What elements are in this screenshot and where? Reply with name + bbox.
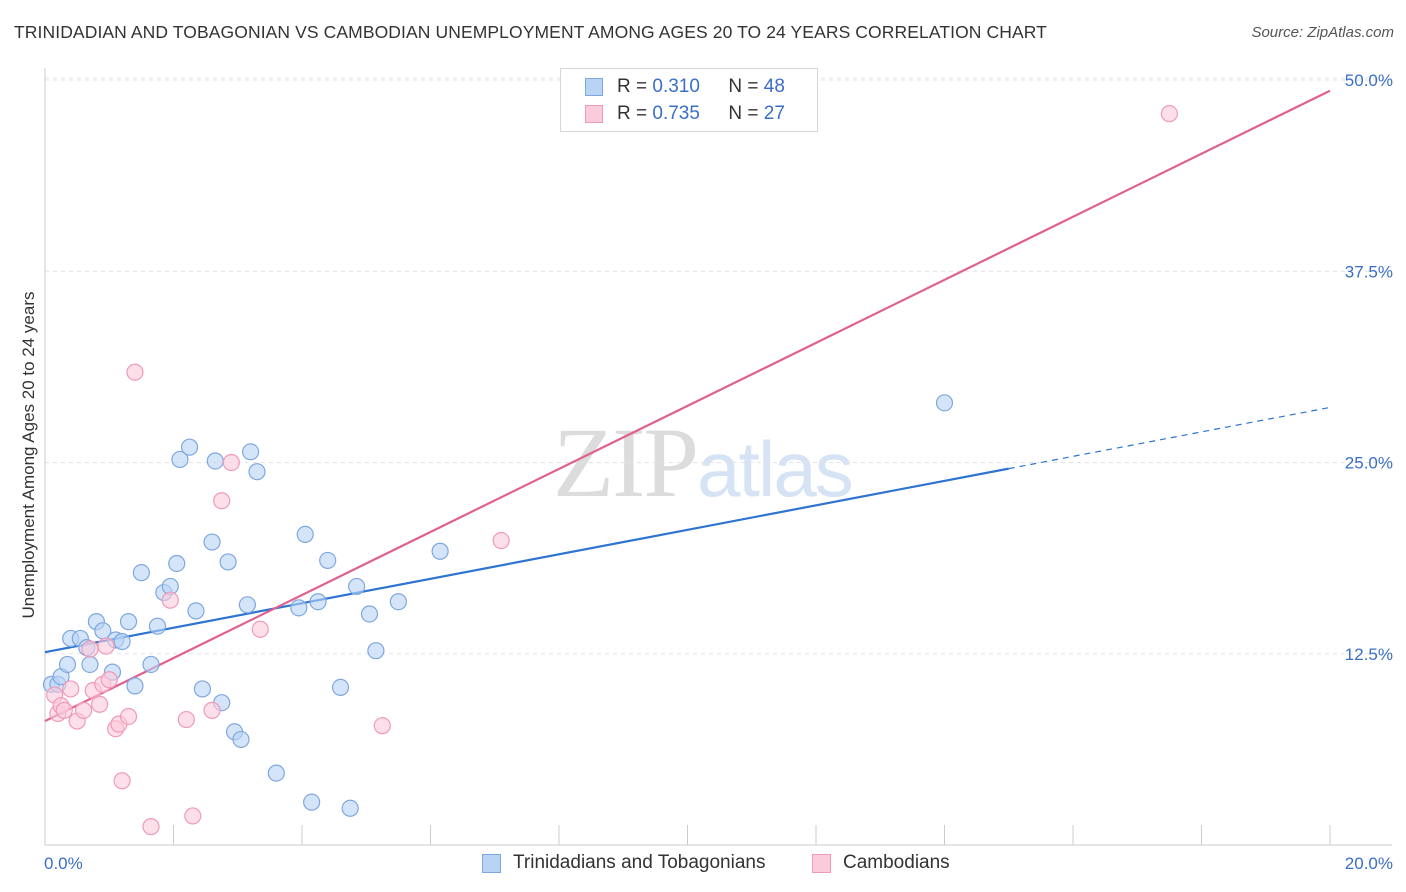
legend-swatch-cambodian: [812, 853, 831, 873]
trend-line-trinidadian-extension: [1008, 406, 1331, 470]
point-trinidadian: [348, 577, 366, 596]
point-trinidadian: [267, 764, 285, 782]
point-trinidadian: [168, 554, 186, 573]
legend-r-label: R =: [617, 103, 648, 124]
point-cambodian: [373, 717, 391, 735]
point-trinidadian: [126, 677, 144, 695]
point-trinidadian: [81, 655, 99, 674]
point-trinidadian: [58, 655, 77, 674]
y-tick-label: 25.0%: [1345, 454, 1393, 473]
point-trinidadian: [180, 438, 199, 456]
legend-row-cambodian: R = 0.735 N = 27: [585, 102, 785, 126]
point-trinidadian: [219, 553, 237, 571]
point-trinidadian: [431, 542, 449, 560]
point-trinidadian: [935, 394, 954, 412]
trend-lines: [44, 89, 1331, 723]
legend-n-label: N =: [728, 103, 759, 124]
point-cambodian: [97, 637, 115, 655]
y-tick-label: 12.5%: [1345, 645, 1393, 664]
legend-n-label: N =: [728, 76, 759, 97]
legend-swatch-cambodian: [585, 105, 603, 123]
point-cambodian: [74, 701, 93, 719]
legend-label-trinidadian: Trinidadians and Tobagonians: [513, 852, 766, 873]
axes: [44, 68, 1392, 846]
point-trinidadian: [248, 463, 266, 481]
x-tick-label: 0.0%: [44, 854, 83, 873]
legend-swatch-trinidadian: [585, 78, 603, 96]
point-cambodian: [184, 807, 202, 825]
point-trinidadian: [360, 605, 379, 623]
point-cambodian: [91, 695, 109, 713]
legend-row-trinidadian: R = 0.310 N = 48: [585, 75, 785, 99]
stats-legend: R = 0.310 N = 48 R = 0.735 N = 27: [560, 68, 818, 132]
x-tick-label: 20.0%: [1345, 854, 1393, 873]
point-trinidadian: [290, 599, 308, 617]
point-trinidadian: [319, 551, 337, 570]
point-trinidadian: [341, 799, 359, 817]
point-trinidadian: [303, 793, 321, 811]
legend-r-label: R =: [617, 76, 648, 97]
data-points: [42, 105, 1178, 836]
point-trinidadian: [119, 613, 138, 631]
grid-lines: [45, 77, 1392, 655]
legend-n-value: 48: [763, 76, 785, 97]
point-cambodian: [213, 492, 231, 510]
point-cambodian: [100, 671, 118, 689]
legend-item-cambodian[interactable]: Cambodians: [812, 852, 950, 874]
point-trinidadian: [242, 443, 260, 461]
series-legend: Trinidadians and Tobagonians Cambodians: [0, 852, 1406, 878]
point-cambodian: [55, 701, 73, 719]
point-cambodian: [113, 772, 131, 790]
point-cambodian: [177, 710, 195, 729]
legend-item-trinidadian[interactable]: Trinidadians and Tobagonians: [482, 852, 765, 874]
point-trinidadian: [148, 617, 167, 635]
point-cambodian: [81, 640, 99, 658]
point-cambodian: [161, 591, 179, 609]
y-axis-label: Unemployment Among Ages 20 to 24 years: [19, 291, 38, 619]
point-cambodian: [1160, 105, 1178, 123]
tick-labels: 12.5% 25.0% 37.5% 50.0% 0.0% 20.0%: [44, 71, 1393, 873]
y-tick-label: 37.5%: [1345, 262, 1393, 281]
trend-line-cambodian: [44, 89, 1331, 723]
chart-title: TRINIDADIAN AND TOBAGONIAN VS CAMBODIAN …: [14, 22, 1047, 42]
point-trinidadian: [132, 564, 150, 582]
point-cambodian: [126, 363, 144, 381]
point-cambodian: [62, 680, 80, 698]
point-trinidadian: [296, 525, 314, 544]
point-trinidadian: [113, 632, 131, 651]
legend-label-cambodian: Cambodians: [843, 852, 950, 873]
point-trinidadian: [367, 642, 385, 660]
point-cambodian: [203, 701, 221, 719]
legend-r-value: 0.735: [652, 103, 700, 124]
point-cambodian: [119, 707, 138, 726]
point-trinidadian: [309, 593, 327, 611]
point-trinidadian: [142, 655, 160, 674]
watermark-zip: ZIP: [553, 407, 699, 518]
legend-n-value: 27: [763, 103, 785, 124]
point-trinidadian: [389, 593, 407, 611]
point-trinidadian: [238, 596, 256, 614]
watermark-atlas: atlas: [697, 425, 854, 513]
point-trinidadian: [331, 678, 350, 697]
legend-swatch-trinidadian: [482, 853, 501, 873]
watermark: ZIPatlas: [553, 405, 854, 520]
point-trinidadian: [203, 533, 221, 551]
legend-r-value: 0.310: [652, 76, 700, 97]
point-cambodian: [251, 620, 269, 638]
point-cambodian: [142, 818, 160, 836]
source-label: Source: ZipAtlas.com: [1251, 24, 1394, 41]
point-cambodian: [222, 453, 240, 472]
point-trinidadian: [193, 680, 212, 698]
point-trinidadian: [232, 730, 250, 749]
trend-line-trinidadian: [44, 467, 1009, 654]
point-trinidadian: [187, 602, 205, 620]
point-trinidadian: [206, 452, 224, 470]
point-cambodian: [492, 531, 510, 550]
y-tick-label: 50.0%: [1345, 71, 1393, 90]
point-trinidadian: [171, 450, 189, 469]
